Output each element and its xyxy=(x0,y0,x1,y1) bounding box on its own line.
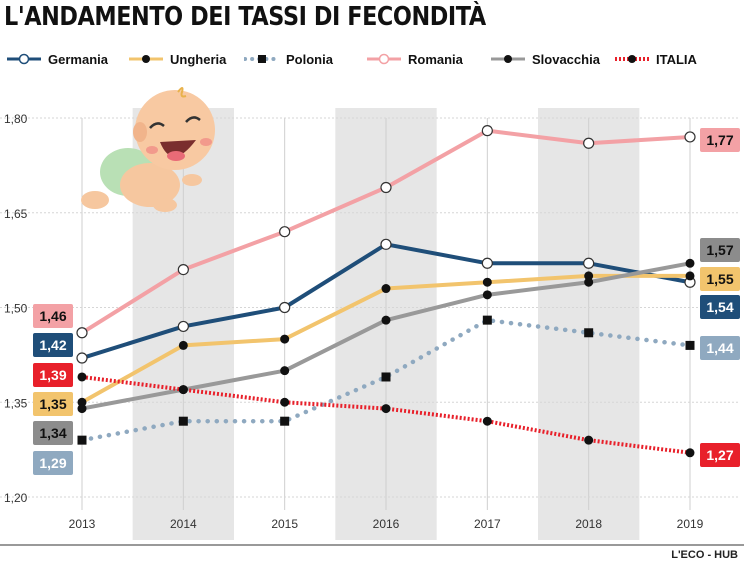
value-label-box-romania-last xyxy=(700,128,740,152)
x-tick-label: 2015 xyxy=(271,517,298,531)
chart-title: L'ANDAMENTO DEI TASSI DI FECONDITÀ xyxy=(4,2,486,32)
legend-label-italia: ITALIA xyxy=(656,51,697,67)
value-label-box-italia-last xyxy=(700,443,740,467)
value-label-polonia-last: 1,44 xyxy=(706,340,733,356)
legend: Germania Ungheria Polonia Romania Slovac… xyxy=(6,46,742,72)
data-point-ungheria xyxy=(178,340,188,350)
x-tick-label: 2013 xyxy=(69,517,96,531)
data-point-romania xyxy=(481,125,493,137)
legend-swatch-germania xyxy=(7,53,41,65)
data-point-polonia xyxy=(584,328,594,338)
data-point-italia xyxy=(685,448,695,458)
data-point-romania xyxy=(684,131,696,143)
value-label-box-germania-first xyxy=(33,333,73,357)
value-label-italia-first: 1,39 xyxy=(39,367,66,383)
data-point-slovacchia xyxy=(584,277,594,287)
value-label-ungheria-last: 1,55 xyxy=(706,271,733,287)
data-point-ungheria xyxy=(584,271,594,281)
data-point-romania xyxy=(76,327,88,339)
value-label-germania-last: 1,54 xyxy=(706,299,733,315)
data-point-italia xyxy=(178,385,188,395)
legend-label-slovacchia: Slovacchia xyxy=(532,51,600,67)
data-point-germania xyxy=(380,238,392,250)
value-label-box-ungheria-last xyxy=(700,267,740,291)
data-point-polonia xyxy=(77,435,87,445)
legend-swatch-slovacchia xyxy=(491,55,525,63)
value-label-box-slovacchia-first xyxy=(33,421,73,445)
value-label-box-italia-first xyxy=(33,363,73,387)
data-point-slovacchia xyxy=(482,290,492,300)
data-point-slovacchia xyxy=(77,404,87,414)
value-label-slovacchia-first: 1,34 xyxy=(39,425,66,441)
data-point-romania xyxy=(380,181,392,194)
legend-swatch-italia xyxy=(615,55,649,63)
legend-item-ungheria: Ungheria xyxy=(128,46,226,72)
data-point-polonia xyxy=(280,416,290,426)
data-point-polonia xyxy=(482,315,492,325)
data-point-italia xyxy=(584,435,594,445)
legend-label-germania: Germania xyxy=(48,51,108,67)
y-tick-label: 1,65 xyxy=(4,207,28,221)
value-label-box-polonia-last xyxy=(700,336,740,360)
value-label-ungheria-first: 1,35 xyxy=(39,396,66,412)
data-point-slovacchia xyxy=(381,315,391,325)
data-point-polonia xyxy=(381,372,391,382)
data-point-ungheria xyxy=(280,334,290,344)
data-point-germania xyxy=(583,257,595,269)
data-point-italia xyxy=(381,404,391,414)
legend-label-ungheria: Ungheria xyxy=(170,51,227,67)
data-point-germania xyxy=(481,257,493,269)
baby-illustration xyxy=(81,87,215,212)
x-tick-label: 2014 xyxy=(170,517,197,531)
y-tick-label: 1,35 xyxy=(4,396,28,410)
y-tick-label: 1,80 xyxy=(4,112,28,126)
data-point-germania xyxy=(279,301,291,314)
x-tick-label: 2018 xyxy=(575,517,602,531)
legend-swatch-polonia xyxy=(244,55,280,63)
legend-label-polonia: Polonia xyxy=(286,51,333,67)
value-label-germania-first: 1,42 xyxy=(39,337,66,353)
x-tick-label: 2019 xyxy=(677,517,704,531)
legend-item-slovacchia: Slovacchia xyxy=(490,46,600,72)
value-label-box-romania-first xyxy=(33,304,73,328)
data-point-slovacchia xyxy=(280,366,290,376)
legend-swatch-romania xyxy=(367,53,401,65)
y-tick-label: 1,50 xyxy=(4,302,28,316)
data-point-ungheria xyxy=(381,284,391,294)
data-point-polonia xyxy=(178,416,188,426)
legend-item-germania: Germania xyxy=(6,46,108,72)
value-label-box-ungheria-first xyxy=(33,392,73,416)
data-point-germania xyxy=(76,352,88,364)
legend-swatch-ungheria xyxy=(129,55,163,63)
data-point-ungheria xyxy=(685,271,695,281)
data-point-romania xyxy=(279,226,291,238)
value-label-polonia-first: 1,29 xyxy=(39,455,66,471)
data-point-italia xyxy=(280,397,290,407)
x-tick-label: 2016 xyxy=(373,517,400,531)
data-point-ungheria xyxy=(77,397,87,407)
data-point-ungheria xyxy=(482,277,492,287)
value-label-box-slovacchia-last xyxy=(700,238,740,262)
y-tick-label: 1,20 xyxy=(4,491,28,505)
credit-text: L'ECO - HUB xyxy=(671,549,738,561)
data-point-romania xyxy=(177,264,189,276)
data-point-romania xyxy=(583,137,595,149)
value-label-romania-last: 1,77 xyxy=(706,132,733,148)
value-label-romania-first: 1,46 xyxy=(39,308,66,324)
value-label-italia-last: 1,27 xyxy=(706,447,733,463)
legend-item-romania: Romania xyxy=(366,46,463,72)
value-label-box-polonia-first xyxy=(33,451,73,475)
data-point-slovacchia xyxy=(685,258,695,268)
value-label-box-germania-last xyxy=(700,295,740,319)
data-point-polonia xyxy=(685,340,695,350)
value-label-slovacchia-last: 1,57 xyxy=(706,242,733,258)
x-tick-label: 2017 xyxy=(474,517,501,531)
legend-item-italia: ITALIA xyxy=(614,46,697,72)
data-point-germania xyxy=(177,320,189,333)
data-point-italia xyxy=(482,416,492,426)
data-point-italia xyxy=(77,372,87,382)
legend-label-romania: Romania xyxy=(408,51,463,67)
legend-item-polonia: Polonia xyxy=(244,46,333,72)
